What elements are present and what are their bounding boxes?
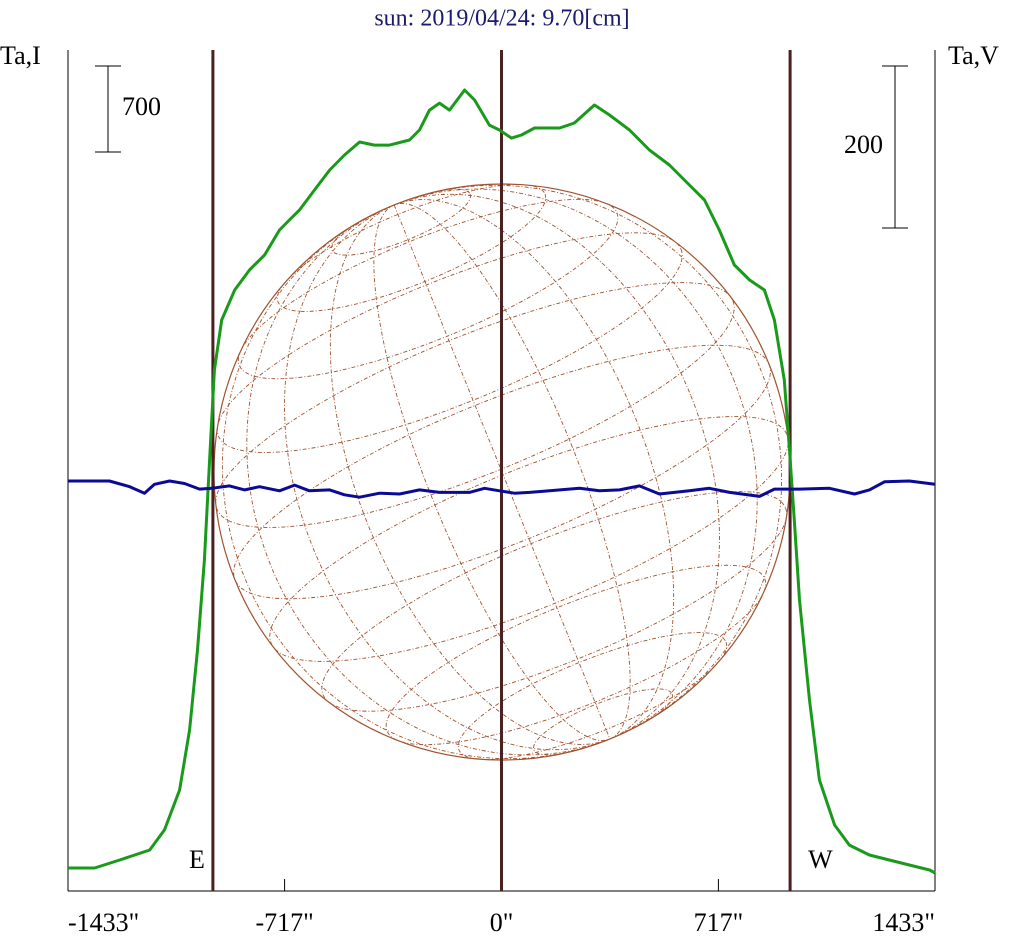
grid-lines xyxy=(215,183,789,761)
parallel xyxy=(215,282,735,528)
solar-disk-grid xyxy=(213,183,791,761)
meridian xyxy=(246,188,758,756)
x-tick-label: 1433" xyxy=(872,908,935,937)
parallel xyxy=(533,688,673,756)
y-axis-label: Ta,I xyxy=(0,41,41,70)
scale-bar-label: 200 xyxy=(844,130,883,159)
parallel xyxy=(457,632,728,761)
parallel xyxy=(233,344,771,600)
limb-label: W xyxy=(808,845,833,874)
scale-bar-label: 700 xyxy=(122,92,161,121)
x-tick-label: -1433" xyxy=(68,908,139,937)
series-line xyxy=(68,479,936,499)
x-tick-label: 717" xyxy=(694,908,744,937)
x-tick-label: 0" xyxy=(490,908,514,937)
x-tick-label: -717" xyxy=(255,908,313,937)
chart-title: sun: 2019/04/24: 9.70[cm] xyxy=(374,6,629,32)
parallel xyxy=(331,188,471,256)
series-line xyxy=(68,88,936,875)
parallel xyxy=(321,491,788,712)
parallel xyxy=(216,232,683,453)
y2-axis-label: Ta,V xyxy=(948,41,999,70)
limb-label: E xyxy=(189,845,205,874)
